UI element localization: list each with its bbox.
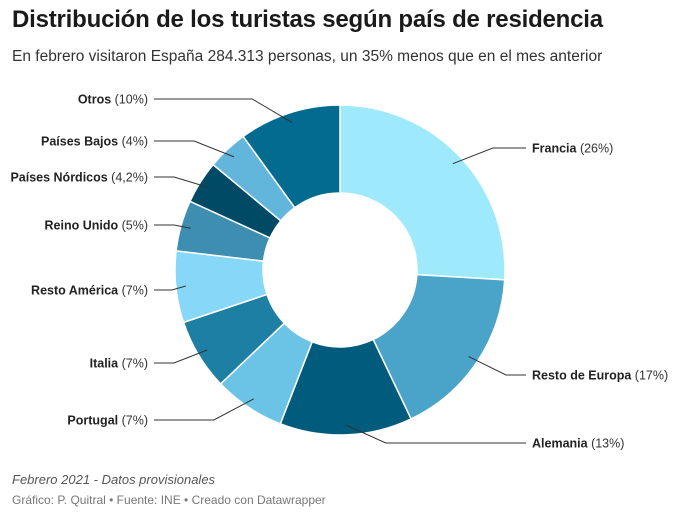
leader-reino-unido <box>154 224 191 229</box>
chart-note: Febrero 2021 - Datos provisionales <box>12 472 216 487</box>
label-italia: Italia (7%) <box>90 357 148 371</box>
label-name: Resto de Europa <box>532 369 632 383</box>
label-value: (5%) <box>118 219 148 233</box>
label-value: (4%) <box>118 135 148 149</box>
label-resto-de-europa: Resto de Europa (17%) <box>532 369 668 383</box>
label-alemania: Alemania (13%) <box>532 437 624 451</box>
leader-portugal <box>154 398 255 421</box>
label-name: Portugal <box>67 414 118 428</box>
chart-title: Distribución de los turistas según país … <box>12 6 603 33</box>
leader-paises-bajos <box>154 140 235 158</box>
label-otros: Otros (10%) <box>78 93 148 107</box>
leader-resto-de-europa <box>468 356 526 376</box>
label-value: (4,2%) <box>108 171 148 185</box>
slice-francia <box>339 104 506 281</box>
chart-subtitle: En febrero visitaron España 284.313 pers… <box>12 48 603 65</box>
label-value: (17%) <box>631 369 668 383</box>
label-portugal: Portugal (7%) <box>67 414 148 428</box>
label-name: Reino Unido <box>45 219 119 233</box>
label-name: Otros <box>78 93 111 107</box>
label-value: (7%) <box>118 284 148 298</box>
leader-alemania <box>345 424 526 444</box>
label-name: Francia <box>532 142 578 156</box>
label-name: Italia <box>90 357 120 371</box>
chart-credits: Gráfico: P. Quitral • Fuente: INE • Crea… <box>12 493 326 507</box>
leader-otros <box>154 98 293 123</box>
label-name: Resto América <box>31 284 119 298</box>
leader-resto-america <box>154 285 186 291</box>
slice-otros <box>242 104 341 209</box>
leader-italia <box>154 349 208 364</box>
label-value: (7%) <box>118 357 148 371</box>
label-paises-bajos: Países Bajos (4%) <box>41 135 148 149</box>
label-value: (13%) <box>588 437 625 451</box>
label-value: (10%) <box>111 93 148 107</box>
label-reino-unido: Reino Unido (5%) <box>45 219 148 233</box>
label-name: Alemania <box>532 437 589 451</box>
label-resto-america: Resto América (7%) <box>31 284 148 298</box>
label-value: (26%) <box>576 142 613 156</box>
label-name: Países Nórdicos <box>10 171 107 185</box>
label-value: (7%) <box>118 414 148 428</box>
label-paises-nordicos: Países Nórdicos (4,2%) <box>10 171 148 185</box>
label-name: Países Bajos <box>41 135 118 149</box>
leader-francia <box>452 147 526 165</box>
slice-resto-de-europa <box>372 273 506 420</box>
label-francia: Francia (26%) <box>532 142 613 156</box>
leader-paises-nordicos <box>154 176 209 188</box>
